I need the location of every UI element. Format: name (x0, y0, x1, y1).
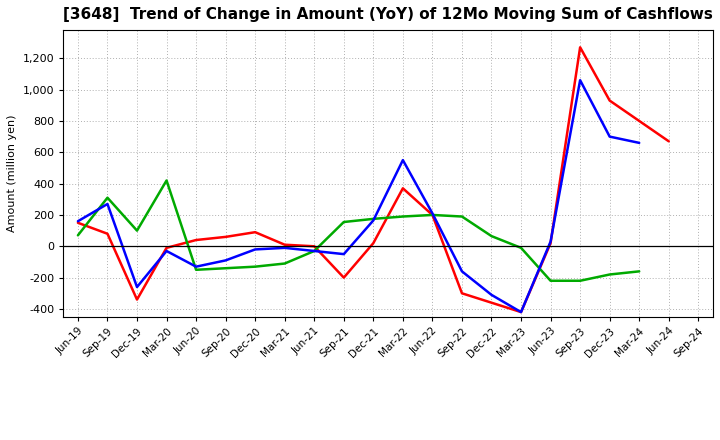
Title: [3648]  Trend of Change in Amount (YoY) of 12Mo Moving Sum of Cashflows: [3648] Trend of Change in Amount (YoY) o… (63, 7, 713, 22)
Operating Cashflow (221, 234, 230, 239)
Investing Cashflow (310, 248, 318, 253)
Investing Cashflow (103, 195, 112, 200)
Operating Cashflow (635, 118, 644, 124)
Investing Cashflow (458, 214, 467, 219)
Operating Cashflow (192, 238, 200, 243)
Free Cashflow (576, 77, 585, 83)
Free Cashflow (162, 248, 171, 253)
Free Cashflow (428, 211, 437, 216)
Operating Cashflow (517, 309, 526, 315)
Operating Cashflow (665, 139, 673, 144)
Free Cashflow (221, 258, 230, 263)
Investing Cashflow (132, 228, 141, 233)
Line: Free Cashflow: Free Cashflow (78, 80, 639, 312)
Operating Cashflow (162, 245, 171, 250)
Operating Cashflow (399, 186, 408, 191)
Y-axis label: Amount (million yen): Amount (million yen) (7, 115, 17, 232)
Operating Cashflow (458, 291, 467, 296)
Free Cashflow (339, 252, 348, 257)
Free Cashflow (310, 248, 318, 253)
Free Cashflow (399, 158, 408, 163)
Operating Cashflow (103, 231, 112, 236)
Free Cashflow (487, 292, 496, 297)
Operating Cashflow (339, 275, 348, 280)
Free Cashflow (517, 309, 526, 315)
Free Cashflow (458, 269, 467, 274)
Investing Cashflow (517, 245, 526, 250)
Investing Cashflow (399, 214, 408, 219)
Operating Cashflow (606, 98, 614, 103)
Free Cashflow (280, 245, 289, 250)
Line: Investing Cashflow: Investing Cashflow (78, 180, 639, 281)
Investing Cashflow (280, 261, 289, 266)
Free Cashflow (132, 284, 141, 290)
Investing Cashflow (162, 178, 171, 183)
Investing Cashflow (546, 278, 555, 283)
Investing Cashflow (635, 269, 644, 274)
Operating Cashflow (132, 297, 141, 302)
Operating Cashflow (251, 230, 259, 235)
Operating Cashflow (428, 213, 437, 218)
Operating Cashflow (487, 300, 496, 305)
Free Cashflow (369, 218, 378, 223)
Free Cashflow (635, 140, 644, 146)
Investing Cashflow (487, 234, 496, 239)
Line: Operating Cashflow: Operating Cashflow (78, 47, 669, 312)
Free Cashflow (192, 264, 200, 269)
Free Cashflow (606, 134, 614, 139)
Investing Cashflow (369, 216, 378, 221)
Operating Cashflow (546, 241, 555, 246)
Operating Cashflow (576, 44, 585, 50)
Operating Cashflow (310, 244, 318, 249)
Investing Cashflow (428, 213, 437, 218)
Free Cashflow (103, 202, 112, 207)
Free Cashflow (546, 239, 555, 244)
Investing Cashflow (73, 233, 82, 238)
Free Cashflow (251, 247, 259, 252)
Operating Cashflow (369, 241, 378, 246)
Operating Cashflow (280, 242, 289, 247)
Operating Cashflow (73, 220, 82, 225)
Investing Cashflow (192, 267, 200, 272)
Investing Cashflow (606, 272, 614, 277)
Free Cashflow (73, 219, 82, 224)
Investing Cashflow (251, 264, 259, 269)
Investing Cashflow (221, 266, 230, 271)
Investing Cashflow (576, 278, 585, 283)
Investing Cashflow (339, 220, 348, 225)
